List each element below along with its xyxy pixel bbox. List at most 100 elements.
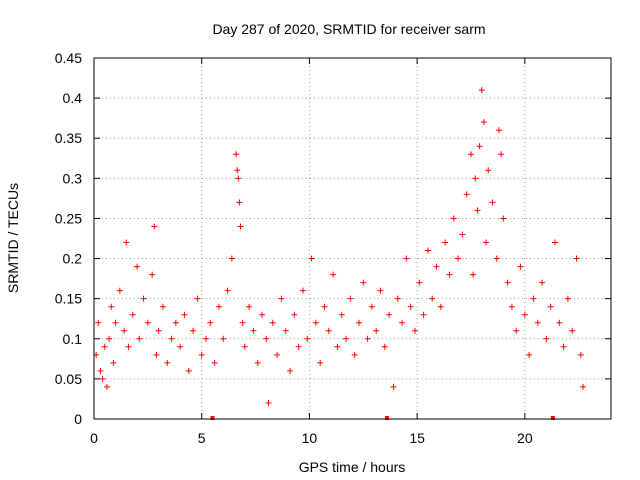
- data-point: [420, 311, 427, 318]
- data-point: [181, 311, 188, 318]
- data-point: [129, 311, 136, 318]
- data-point: [254, 359, 261, 366]
- data-point: [144, 319, 151, 326]
- y-tick-label: 0.2: [63, 251, 83, 267]
- data-point: [172, 319, 179, 326]
- y-tick-label: 0.1: [63, 331, 83, 347]
- data-point: [573, 255, 580, 262]
- y-tick-label: 0.4: [63, 90, 83, 106]
- y-tick-label: 0.35: [55, 130, 82, 146]
- data-point: [483, 239, 490, 246]
- data-point: [390, 383, 397, 390]
- data-point: [140, 295, 147, 302]
- data-point: [106, 335, 113, 342]
- data-point: [470, 271, 477, 278]
- data-point: [116, 287, 123, 294]
- data-point: [153, 351, 160, 358]
- plot-frame: [93, 57, 612, 420]
- data-point: [308, 255, 315, 262]
- data-point: [459, 231, 466, 238]
- data-point: [198, 351, 205, 358]
- data-point: [330, 271, 337, 278]
- data-point: [274, 351, 281, 358]
- data-point: [485, 167, 492, 174]
- x-tick-label: 10: [302, 430, 318, 446]
- x-tick-label: 5: [198, 430, 206, 446]
- data-point: [517, 263, 524, 270]
- data-point: [99, 375, 106, 382]
- data-point: [220, 335, 227, 342]
- y-tick-label: 0: [74, 411, 82, 427]
- data-point: [424, 247, 431, 254]
- data-point: [381, 343, 388, 350]
- data-point: [282, 327, 289, 334]
- data-point: [136, 335, 143, 342]
- data-point: [185, 367, 192, 374]
- data-point: [416, 279, 423, 286]
- x-tick-label: 0: [90, 430, 98, 446]
- data-point: [95, 319, 102, 326]
- data-point: [237, 223, 244, 230]
- data-point: [123, 239, 130, 246]
- x-axis-label: GPS time / hours: [299, 459, 406, 475]
- data-point: [495, 127, 502, 134]
- data-point: [474, 207, 481, 214]
- data-point: [121, 327, 128, 334]
- data-point: [347, 295, 354, 302]
- data-point: [504, 279, 511, 286]
- data-point: [269, 319, 276, 326]
- data-point: [463, 191, 470, 198]
- data-point: [560, 343, 567, 350]
- data-point: [295, 343, 302, 350]
- y-tick-label: 0.45: [55, 50, 82, 66]
- data-point: [101, 343, 108, 350]
- data-point: [236, 199, 243, 206]
- y-tick-label: 0.3: [63, 170, 83, 186]
- data-point: [526, 351, 533, 358]
- data-point: [364, 335, 371, 342]
- chart-title: Day 287 of 2020, SRMTID for receiver sar…: [212, 21, 485, 37]
- data-point: [386, 311, 393, 318]
- data-point: [233, 151, 240, 158]
- data-point: [151, 223, 158, 230]
- data-point: [564, 295, 571, 302]
- data-point: [513, 327, 520, 334]
- data-point: [177, 343, 184, 350]
- grid: [94, 58, 611, 419]
- x-tick-label: 15: [409, 430, 425, 446]
- data-point: [246, 303, 253, 310]
- data-point: [377, 287, 384, 294]
- data-point: [476, 143, 483, 150]
- data-point: [325, 327, 332, 334]
- data-point: [235, 175, 242, 182]
- data-point: [355, 319, 362, 326]
- data-point: [579, 383, 586, 390]
- data-point: [190, 327, 197, 334]
- data-point: [446, 271, 453, 278]
- data-point: [149, 271, 156, 278]
- x-tick-label: 20: [517, 430, 533, 446]
- data-point: [110, 359, 117, 366]
- data-point: [250, 327, 257, 334]
- data-point: [291, 311, 298, 318]
- data-point: [500, 215, 507, 222]
- axis-marker: [384, 416, 389, 420]
- data-point: [539, 279, 546, 286]
- data-point: [321, 303, 328, 310]
- data-point: [521, 311, 528, 318]
- y-tick-label: 0.05: [55, 371, 82, 387]
- data-point: [239, 319, 246, 326]
- data-point: [263, 335, 270, 342]
- data-point: [480, 119, 487, 126]
- data-point: [433, 263, 440, 270]
- data-point: [241, 343, 248, 350]
- data-point: [373, 327, 380, 334]
- data-point: [399, 319, 406, 326]
- data-point: [530, 295, 537, 302]
- data-point: [211, 359, 218, 366]
- data-point: [478, 87, 485, 94]
- data-point: [455, 255, 462, 262]
- data-point: [437, 303, 444, 310]
- data-point: [547, 303, 554, 310]
